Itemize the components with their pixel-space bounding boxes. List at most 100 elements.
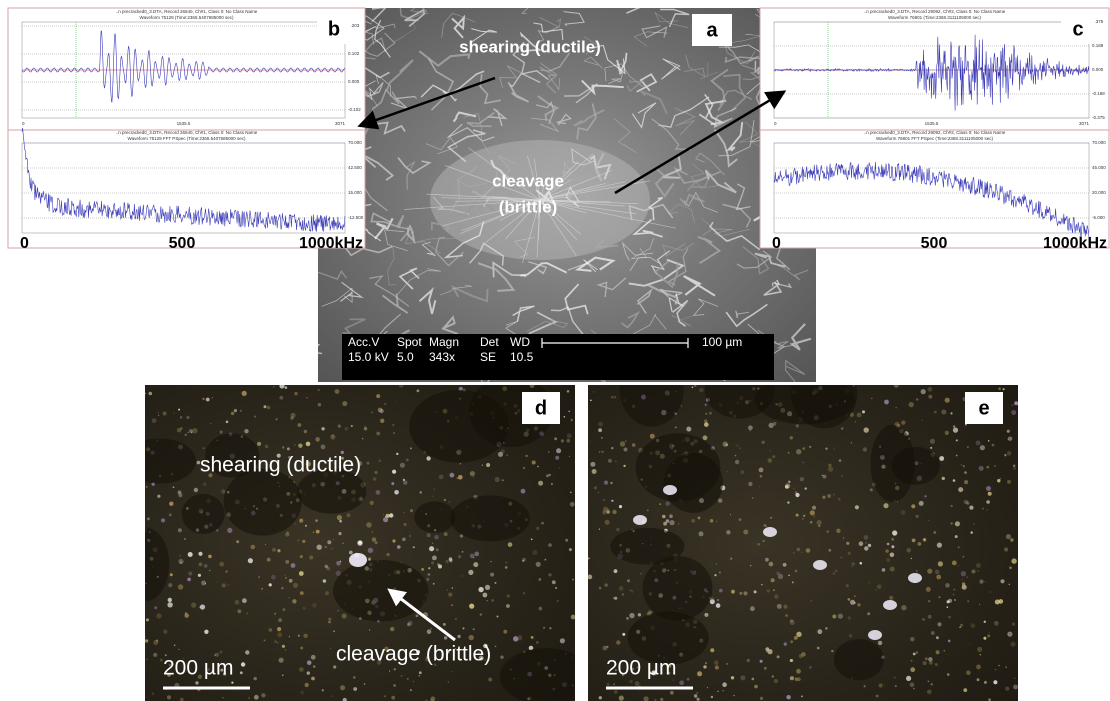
- plot-subtitle: Waveform 75129 FFT PSpec (Time:2365.5407…: [128, 136, 246, 141]
- speckle: [988, 698, 991, 701]
- speckle: [827, 494, 831, 498]
- speckle: [598, 696, 602, 700]
- speckle: [750, 606, 755, 612]
- cleavage-river: [499, 199, 541, 222]
- speckle: [303, 429, 308, 434]
- sem-ridge: [360, 32, 396, 57]
- x-axis-label: 500: [169, 235, 196, 252]
- speckle: [305, 524, 307, 527]
- sem-ridge: [404, 231, 441, 254]
- speckle: [957, 546, 960, 549]
- speckle: [494, 476, 500, 483]
- speckle: [481, 464, 484, 466]
- speckle: [717, 599, 719, 601]
- speckle: [930, 683, 933, 686]
- speckle: [910, 557, 913, 560]
- speckle: [618, 586, 624, 591]
- speckle: [324, 564, 328, 569]
- speckle: [588, 557, 590, 560]
- sem-ridge: [567, 259, 598, 273]
- speckle: [725, 443, 729, 447]
- speckle: [867, 543, 872, 548]
- speckle: [1005, 666, 1008, 669]
- speckle: [715, 563, 718, 565]
- waveform-panel: ..n precracked0_3.DTA, Record 26540, Ch#…: [7, 7, 366, 252]
- speckle: [376, 431, 381, 436]
- cleavage-river: [462, 199, 541, 231]
- speckle: [241, 390, 247, 396]
- speckle: [384, 646, 389, 651]
- speckle: [1005, 686, 1010, 691]
- speckle: [202, 482, 207, 487]
- speckle: [927, 386, 933, 392]
- speckle: [602, 510, 607, 515]
- sem-ridge: [628, 203, 674, 221]
- speckle: [469, 471, 475, 477]
- speckle: [324, 545, 327, 549]
- speckle: [451, 671, 453, 672]
- speckle: [443, 636, 448, 640]
- speckle: [207, 668, 211, 671]
- speckle: [828, 466, 834, 472]
- speckle: [591, 469, 597, 474]
- speckle: [776, 655, 780, 659]
- speckle: [771, 675, 774, 678]
- speckle: [948, 598, 952, 603]
- plot-frame: [759, 7, 1110, 131]
- speckle: [961, 582, 966, 586]
- sem-ridge: [469, 242, 505, 266]
- speckle: [910, 659, 913, 662]
- sem-ridge: [562, 161, 572, 175]
- speckle: [173, 412, 175, 414]
- speckle: [881, 568, 886, 572]
- speckle: [946, 600, 950, 604]
- dark-region: [704, 385, 775, 419]
- sem-ridge: [484, 180, 521, 215]
- speckle: [167, 597, 172, 603]
- speckle: [490, 560, 492, 563]
- cleavage-river: [533, 158, 541, 201]
- speckle: [297, 634, 300, 637]
- plot-subtitle: Waveform 76801 FFT PSpec (Time:2368.3111…: [876, 136, 993, 141]
- speckle: [389, 670, 391, 672]
- speckle: [702, 435, 708, 441]
- speckle: [459, 463, 462, 465]
- speckle: [513, 636, 519, 642]
- speckle: [928, 600, 931, 603]
- speckle: [729, 514, 731, 516]
- sem-ridge: [539, 66, 557, 94]
- speckle: [325, 591, 329, 596]
- sem-ridge: [487, 108, 508, 127]
- speckle: [412, 681, 414, 683]
- speckle: [310, 654, 316, 660]
- dark-region: [627, 611, 709, 665]
- speckle: [597, 492, 599, 494]
- speckle: [783, 642, 787, 646]
- speckle: [501, 479, 504, 482]
- speckle: [616, 640, 621, 645]
- speckle: [630, 589, 634, 593]
- speckle: [967, 446, 969, 448]
- databar-value: 5.0: [397, 350, 414, 364]
- speckle: [497, 451, 504, 457]
- speckle: [976, 664, 981, 670]
- speckle: [569, 501, 575, 507]
- speckle: [173, 644, 176, 647]
- speckle: [850, 442, 853, 444]
- cleavage-river: [539, 161, 579, 201]
- speckle: [990, 591, 992, 593]
- sem-ridge: [374, 19, 391, 58]
- sem-ridge: [667, 248, 689, 286]
- annotation: shearing (ductile): [200, 454, 361, 477]
- sem-ridge: [698, 93, 718, 127]
- speckle: [522, 592, 526, 595]
- speckle: [726, 663, 728, 665]
- speckle: [535, 561, 541, 567]
- speckle: [971, 569, 976, 574]
- speckle: [226, 583, 230, 587]
- sem-ridge: [683, 54, 706, 78]
- speckle: [1007, 631, 1013, 637]
- speckle: [884, 684, 886, 686]
- speckle: [538, 480, 544, 486]
- speckle: [1013, 684, 1018, 690]
